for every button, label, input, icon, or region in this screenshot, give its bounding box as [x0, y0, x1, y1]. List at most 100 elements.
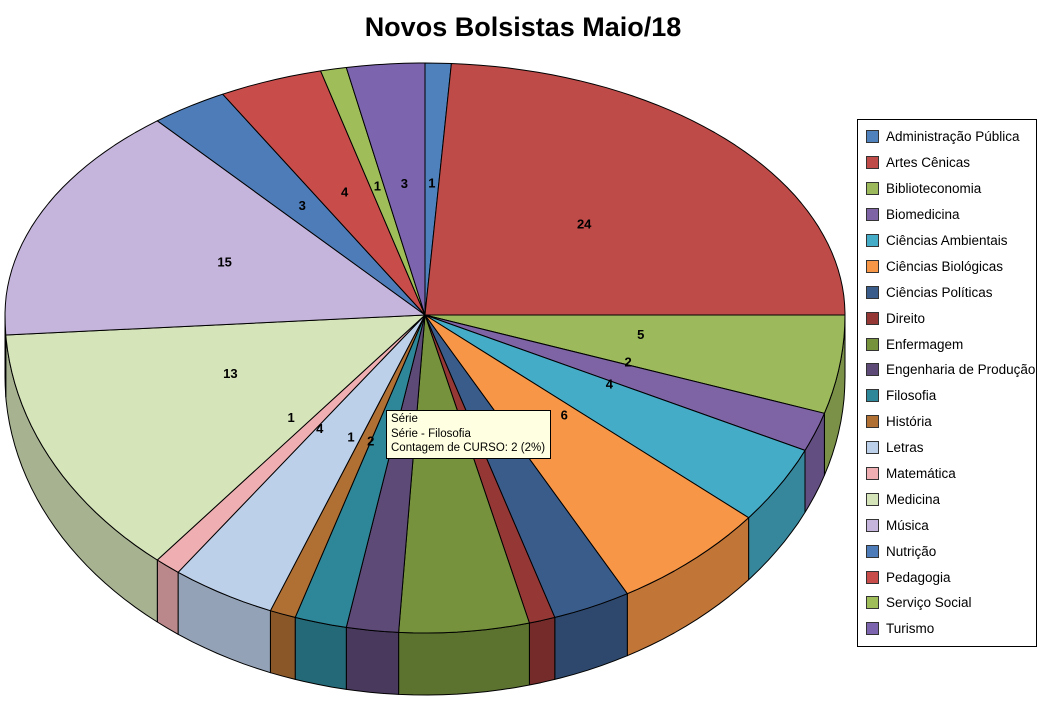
legend-label: Música — [886, 517, 929, 533]
pie-slice-ciencias-politicas[interactable] — [424, 314, 628, 618]
legend-swatch-icon — [866, 259, 879, 273]
legend-label: Ciências Ambientais — [886, 233, 1008, 248]
legend-swatch-icon — [866, 570, 879, 584]
legend-label: Administração Pública — [886, 129, 1020, 145]
legend-swatch-icon — [866, 596, 879, 610]
legend-swatch-icon — [866, 467, 879, 481]
legend-item-historia[interactable]: História — [866, 414, 1036, 429]
legend-swatch-icon — [866, 156, 879, 170]
data-label-ciencias-ambientais: 4 — [606, 377, 614, 392]
pie-slice-side-filosofia[interactable] — [294, 616, 347, 690]
data-label-nutricao: 3 — [299, 198, 306, 213]
data-label-historia: 1 — [347, 430, 354, 445]
legend-label: Artes Cênicas — [886, 155, 971, 171]
pie-slice-side-direito[interactable] — [528, 616, 556, 686]
legend-item-pedagogia[interactable]: Pedagogia — [866, 570, 1036, 585]
legend-item-enfermagem[interactable]: Enfermagem — [866, 337, 1036, 352]
pie-slice-side-historia[interactable] — [269, 610, 296, 680]
tooltip-series-line: Série — [391, 413, 418, 425]
legend-item-musica[interactable]: Música — [866, 518, 1036, 533]
data-label-medicina: 13 — [223, 366, 237, 381]
legend-item-direito[interactable]: Direito — [866, 311, 1036, 326]
chart-title: Novos Bolsistas Maio/18 — [364, 12, 682, 42]
legend-label: Nutrição — [886, 543, 937, 559]
legend-item-letras[interactable]: Letras — [866, 440, 1036, 455]
legend-swatch-icon — [866, 415, 879, 429]
legend: Administração Pública Artes Cênicas Biblio… — [857, 119, 1037, 647]
legend-swatch-icon — [866, 182, 879, 196]
data-label-administracao-publica: 1 — [428, 175, 435, 190]
legend-label: Enfermagem — [886, 336, 964, 352]
legend-item-medicina[interactable]: Medicina — [866, 492, 1036, 507]
legend-swatch-icon — [866, 363, 879, 377]
legend-label: História — [886, 414, 932, 430]
pie-slice-turismo[interactable] — [345, 62, 426, 316]
legend-label: Engenharia de Produção — [886, 362, 1036, 378]
data-label-matematica: 1 — [287, 410, 294, 425]
legend-item-ciencias-biologicas[interactable]: Ciências Biológicas — [866, 259, 1036, 274]
data-label-letras: 4 — [316, 421, 324, 436]
legend-label: Turismo — [886, 621, 935, 637]
legend-label: Ciências Políticas — [886, 284, 993, 300]
pie-slice-nutricao[interactable] — [156, 93, 426, 316]
pie-slice-pedagogia[interactable] — [222, 70, 426, 316]
legend-label: Pedagogia — [886, 569, 951, 585]
legend-item-artes-cenicas[interactable]: Artes Cênicas — [866, 155, 1036, 170]
legend-swatch-icon — [866, 492, 879, 506]
legend-swatch-icon — [866, 518, 879, 532]
pie-slice-musica[interactable] — [4, 120, 426, 336]
legend-item-ciencias-ambientais[interactable]: Ciências Ambientais — [866, 233, 1036, 248]
data-label-filosofia: 2 — [367, 433, 374, 448]
legend-item-matematica[interactable]: Matemática — [866, 466, 1036, 481]
legend-label: Direito — [886, 310, 926, 326]
legend-label: Serviço Social — [886, 595, 972, 611]
pie-slice-medicina[interactable] — [5, 314, 426, 561]
pie-slice-side-enfermagem[interactable] — [398, 622, 530, 696]
tooltip-value-line: Contagem de CURSO: 2 (2%) — [391, 442, 546, 454]
data-label-turismo: 3 — [401, 176, 408, 191]
pie-slice-ciencias-ambientais[interactable] — [424, 314, 806, 519]
legend-item-biblioteconomia[interactable]: Biblioteconomia — [866, 181, 1036, 196]
data-label-artes-cenicas: 24 — [577, 217, 592, 232]
legend-swatch-icon — [866, 389, 879, 403]
tooltip: Série Série - Filosofia Contagem de CURS… — [386, 410, 552, 459]
pie-slice-biblioteconomia[interactable] — [424, 314, 846, 414]
legend-item-engenharia-de-producao[interactable]: Engenharia de Produção — [866, 362, 1036, 377]
legend-swatch-icon — [866, 285, 879, 299]
pie-slice-artes-cenicas[interactable] — [424, 63, 846, 316]
data-label-servico-social: 1 — [374, 179, 381, 194]
legend-swatch-icon — [866, 311, 879, 325]
legend-swatch-icon — [866, 208, 879, 222]
pie-slice-side-engenharia-de-producao[interactable] — [345, 626, 400, 695]
pie-slice-enfermagem[interactable] — [398, 314, 530, 634]
legend-item-turismo[interactable]: Turismo — [866, 621, 1036, 636]
tooltip-category-line: Série - Filosofia — [391, 427, 471, 440]
legend-label: Matemática — [886, 466, 956, 482]
legend-item-servico-social[interactable]: Serviço Social — [866, 595, 1036, 610]
data-label-musica: 15 — [217, 254, 231, 269]
legend-item-administracao-publica[interactable]: Administração Pública — [866, 129, 1036, 144]
legend-swatch-icon — [866, 234, 879, 247]
legend-swatch-icon — [866, 130, 879, 144]
legend-swatch-icon — [866, 337, 879, 351]
data-label-biblioteconomia: 5 — [637, 327, 644, 342]
legend-label: Letras — [886, 440, 924, 456]
legend-swatch-icon — [866, 622, 879, 636]
legend-item-filosofia[interactable]: Filosofia — [866, 388, 1036, 403]
legend-item-ciencias-politicas[interactable]: Ciências Políticas — [866, 285, 1036, 300]
legend-item-nutricao[interactable]: Nutrição — [866, 544, 1036, 559]
legend-label: Biblioteconomia — [886, 181, 982, 197]
legend-label: Filosofia — [886, 388, 937, 404]
legend-label: Biomedicina — [886, 207, 960, 223]
legend-label: Medicina — [886, 491, 941, 507]
data-label-ciencias-biologicas: 6 — [561, 407, 568, 422]
data-label-biomedicina: 2 — [624, 355, 631, 370]
legend-item-biomedicina[interactable]: Biomedicina — [866, 207, 1036, 222]
legend-swatch-icon — [866, 441, 879, 455]
pie-slice-side-matematica[interactable] — [156, 559, 179, 635]
pie-slice-ciencias-biologicas[interactable] — [424, 314, 750, 595]
data-label-pedagogia: 4 — [341, 185, 349, 200]
pie-slice-letras[interactable] — [177, 314, 426, 612]
